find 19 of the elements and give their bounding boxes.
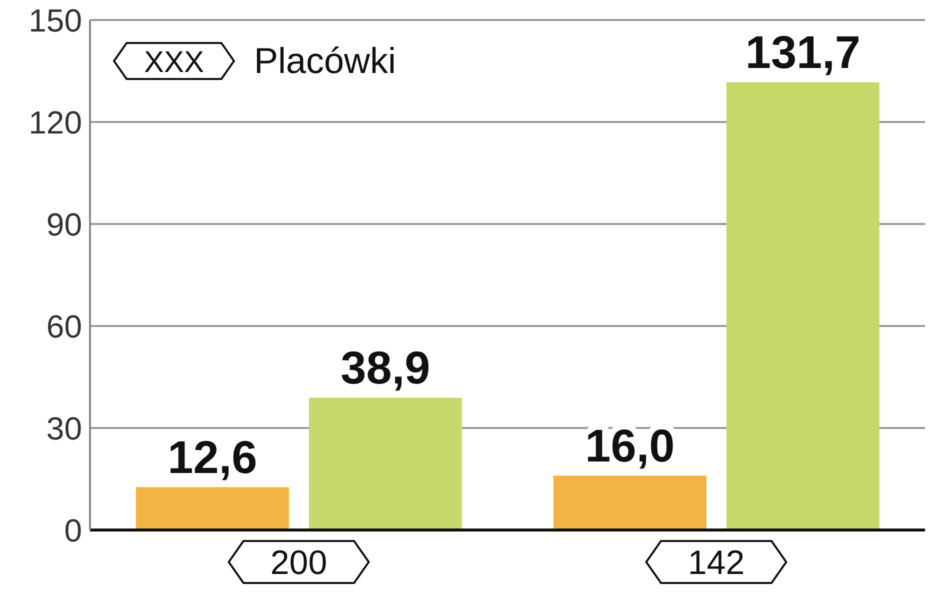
text: 200	[270, 544, 328, 582]
bar	[726, 82, 880, 530]
annotation: Placówki	[254, 40, 396, 82]
data-label: 12,6	[168, 431, 258, 484]
hexagon-frame: XXX	[112, 41, 236, 81]
y-tick-label: 0	[64, 512, 82, 548]
annotation: XXX	[144, 46, 204, 79]
y-tick-label: 30	[46, 410, 82, 446]
bar	[553, 476, 706, 530]
y-tick-label: 90	[46, 206, 82, 242]
bar	[308, 398, 462, 530]
y-tick-label: 60	[46, 308, 82, 344]
data-label: 131,7	[745, 26, 860, 78]
y-tick-label: 120	[28, 104, 82, 140]
y-tick-label: 150	[28, 2, 82, 38]
bar	[136, 487, 289, 530]
data-label: 38,9	[340, 342, 430, 394]
text: 142	[688, 544, 745, 582]
data-label: 16,0	[585, 420, 675, 472]
